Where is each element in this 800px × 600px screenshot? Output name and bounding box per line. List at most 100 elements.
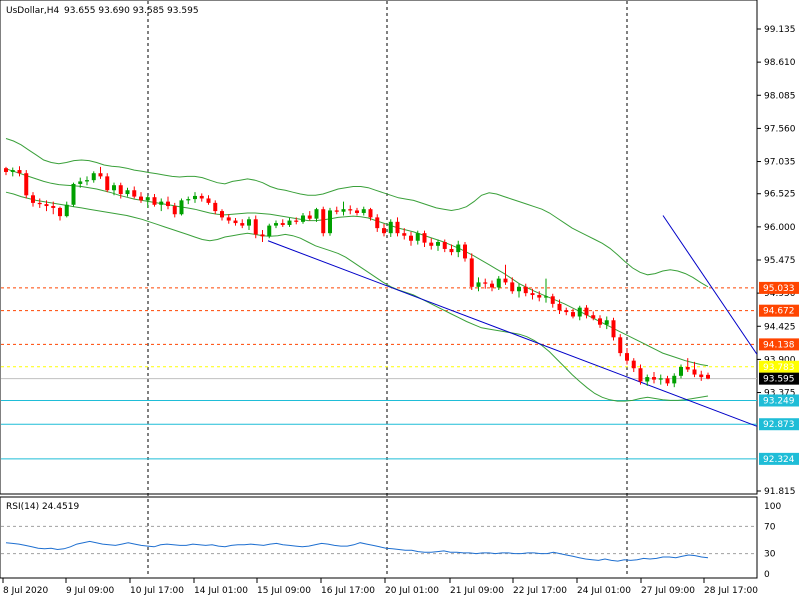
candle [571, 308, 575, 319]
candle [4, 166, 8, 176]
candle-body [469, 258, 474, 287]
candle [348, 205, 353, 215]
time-tick-label: 28 Jul 17:00 [704, 586, 758, 596]
candle-body [483, 282, 488, 284]
candle-body [510, 282, 515, 292]
level-price-tag [759, 394, 799, 407]
candle [355, 207, 359, 216]
candle [37, 198, 42, 208]
price-tick-label: 95.475 [764, 256, 796, 266]
candle-body [442, 242, 447, 249]
rsi-axis-label: 100 [764, 502, 781, 512]
candle [706, 372, 710, 380]
candle [226, 214, 231, 224]
candle-body [139, 196, 143, 201]
candle [145, 195, 150, 208]
channel-lower-line[interactable] [267, 240, 758, 427]
bollinger-lower-line [5, 191, 709, 402]
level-price-tag-label: 94.672 [763, 307, 795, 317]
candle [645, 374, 650, 386]
candle [233, 218, 238, 226]
candle-body [341, 209, 346, 212]
level-price-tag [759, 360, 799, 373]
candle-body [395, 221, 400, 234]
price-tick-label: 96.000 [764, 223, 796, 233]
candle [267, 223, 272, 239]
candle-body [598, 318, 602, 325]
candle [672, 373, 677, 388]
candle-body [490, 283, 494, 288]
candle-body [51, 206, 56, 208]
candle-body [132, 190, 137, 197]
candle-body [213, 202, 218, 212]
level-price-tag-label: 94.138 [763, 340, 795, 350]
candle-body [463, 244, 467, 259]
candle-body [571, 312, 575, 317]
candle-body [179, 200, 184, 215]
candle-body [233, 220, 238, 224]
candle-body [368, 209, 373, 218]
candle-body [199, 195, 204, 199]
candle-body [355, 210, 359, 213]
candle [294, 217, 299, 225]
channel-upper-line[interactable] [662, 215, 758, 355]
candle-body [172, 206, 177, 215]
candle-body [382, 228, 386, 234]
candle-body [685, 366, 690, 370]
candle [402, 228, 407, 240]
candle [78, 177, 83, 188]
candle [199, 193, 204, 202]
candle-body [557, 303, 562, 311]
candle [436, 239, 440, 251]
level-price-tag-label: 93.783 [763, 363, 795, 373]
candle-body [503, 278, 508, 283]
candle-body [314, 209, 319, 219]
candle [240, 219, 245, 229]
candle-body [321, 209, 326, 234]
candle [307, 211, 312, 221]
candle [375, 214, 380, 232]
candle [483, 278, 488, 289]
candle-body [706, 374, 710, 379]
candle [253, 215, 258, 239]
candle-body [544, 296, 548, 298]
candle [382, 223, 386, 237]
candle [321, 206, 326, 237]
candle [287, 218, 292, 227]
candle-body [530, 293, 535, 296]
candle [591, 311, 596, 321]
level-price-tag [759, 338, 799, 351]
candle-body [159, 201, 164, 205]
candle-body [517, 286, 521, 292]
candle [490, 280, 494, 292]
candle [159, 198, 164, 212]
candle [24, 170, 29, 199]
candle-body [328, 210, 332, 234]
candle-body [496, 278, 501, 288]
candle [523, 283, 528, 297]
candle-body [415, 233, 420, 241]
candle [368, 207, 373, 221]
candle-body [388, 221, 393, 234]
candle [550, 293, 555, 308]
candle [85, 176, 89, 186]
candle-body [679, 366, 683, 376]
candle-body [37, 202, 42, 205]
price-tick-label: 93.900 [764, 355, 796, 365]
candle [679, 364, 683, 379]
candle-body [4, 168, 8, 172]
current-price-tag [759, 372, 799, 385]
candle-body [91, 173, 96, 181]
rsi-label: RSI(14) 24.4519 [6, 502, 79, 512]
main-pane-border [0, 0, 758, 495]
candle-body [638, 368, 643, 382]
candle-body [537, 295, 542, 298]
candle [584, 305, 589, 319]
candle [503, 264, 508, 285]
candle-body [361, 209, 366, 213]
time-tick-label: 8 Jul 2020 [3, 586, 48, 596]
candle-body [294, 220, 299, 222]
candle-body [280, 223, 285, 225]
candle-body [334, 210, 339, 212]
